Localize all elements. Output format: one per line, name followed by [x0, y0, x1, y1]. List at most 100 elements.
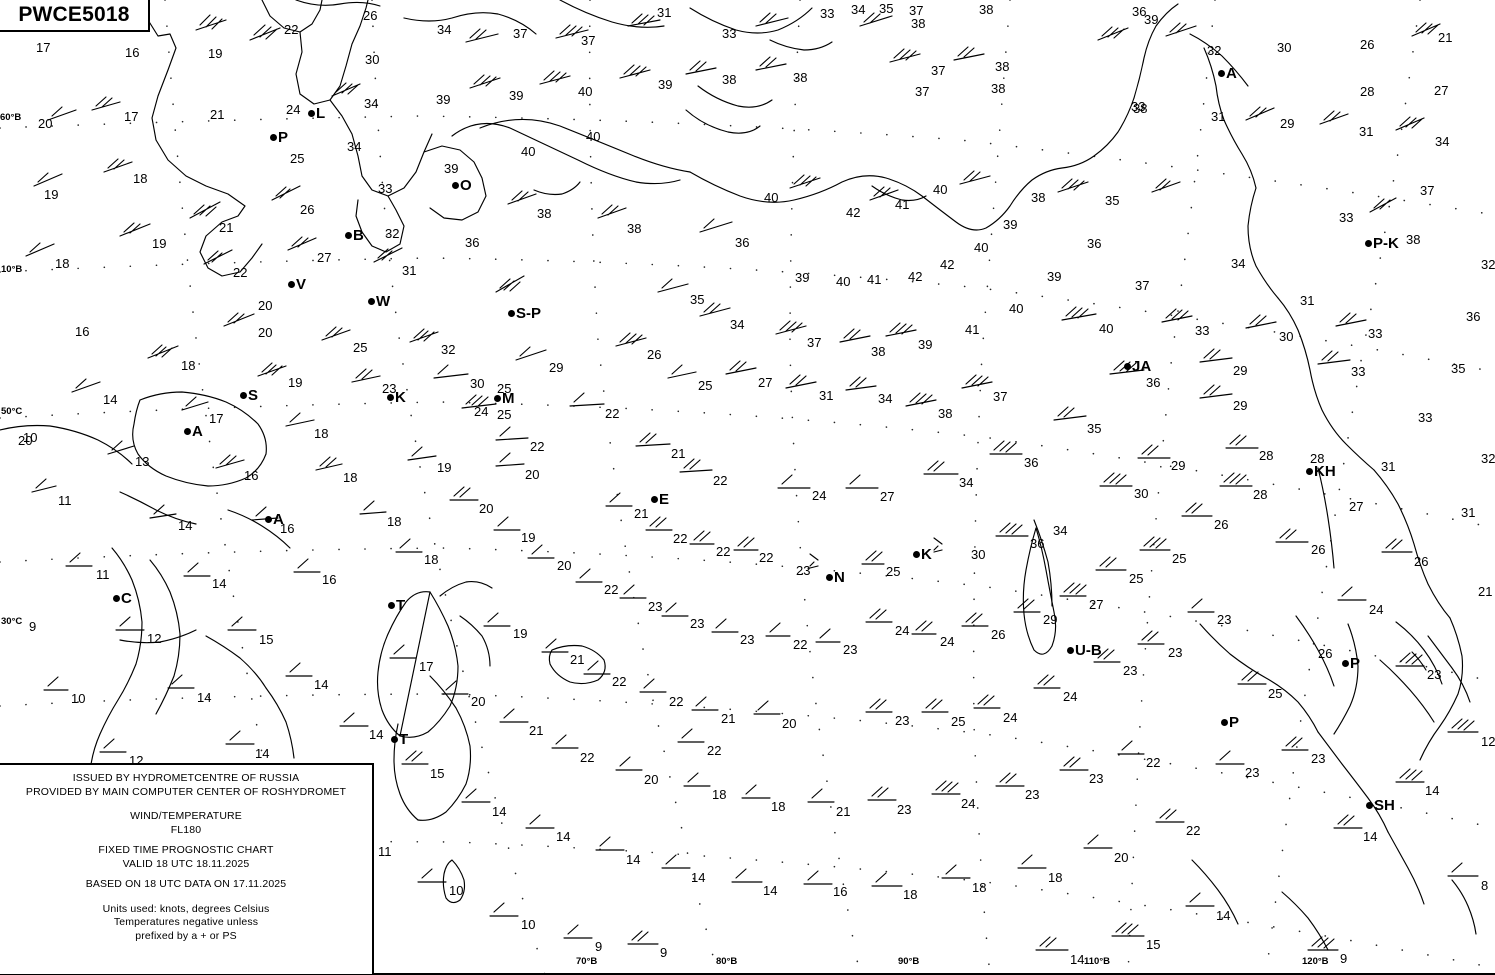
temperature-value: 26 [1360, 37, 1375, 52]
station-marker-c[interactable]: C [113, 591, 132, 606]
station-marker-o[interactable]: O [452, 178, 472, 193]
temperature-value: 11 [378, 844, 392, 859]
temperature-value: 38 [979, 2, 994, 17]
temperature-value: 31 [1359, 124, 1374, 139]
temperature-value: 34 [959, 475, 974, 490]
legend-flight-level: FL180 [170, 823, 202, 836]
station-marker-a[interactable]: A [265, 512, 284, 527]
station-marker-t[interactable]: T [388, 598, 405, 613]
temperature-value: 24 [940, 634, 955, 649]
station-marker-sh[interactable]: SH [1366, 798, 1395, 813]
temperature-value: 21 [671, 446, 686, 461]
temperature-value: 26 [300, 202, 315, 217]
temperature-value: 14 [1425, 783, 1440, 798]
temperature-value: 22 [605, 406, 620, 421]
station-label: T [396, 597, 406, 614]
station-marker-l[interactable]: L [308, 106, 325, 121]
temperature-value: 36 [735, 235, 750, 250]
station-marker-u-b[interactable]: U-B [1067, 643, 1102, 658]
temperature-value: 16 [125, 45, 140, 60]
station-marker-e[interactable]: E [651, 492, 669, 507]
temperature-value: 40 [836, 274, 851, 289]
temperature-value: 37 [513, 26, 528, 41]
station-marker-kh[interactable]: KH [1306, 464, 1336, 479]
temperature-value: 18 [133, 171, 148, 186]
temperature-value: 22 [530, 439, 545, 454]
temperature-value: 20 [1114, 850, 1129, 865]
temperature-value: 18 [903, 887, 918, 902]
temperature-value: 16 [322, 572, 337, 587]
temperature-value: 23 [382, 381, 397, 396]
temperature-value: 20 [644, 772, 659, 787]
temperature-value: 12 [1481, 734, 1495, 749]
temperature-value: 36 [1466, 309, 1481, 324]
temperature-value: 21 [210, 107, 225, 122]
station-marker-s[interactable]: S [240, 388, 258, 403]
temperature-value: 13 [135, 454, 150, 469]
temperature-value: 21 [529, 723, 544, 738]
station-marker-p[interactable]: P [270, 130, 288, 145]
station-marker-s-p[interactable]: S-P [508, 306, 541, 321]
legend-valid-time: VALID 18 UTC 18.11.2025 [122, 857, 250, 870]
temperature-value: 27 [758, 375, 773, 390]
temperature-value: 35 [879, 1, 894, 16]
temperature-value: 28 [1360, 84, 1375, 99]
station-label: U-B [1075, 642, 1102, 659]
temperature-value: 34 [878, 391, 893, 406]
station-marker-v[interactable]: V [288, 277, 306, 292]
temperature-value: 11 [96, 567, 110, 582]
station-marker-m[interactable]: M [494, 391, 515, 406]
temperature-value: 25 [497, 407, 512, 422]
temperature-value: 23 [1168, 645, 1183, 660]
station-marker-n[interactable]: N [826, 570, 845, 585]
temperature-value: 18 [712, 787, 727, 802]
station-label: P [278, 129, 289, 146]
station-label: A [1226, 65, 1237, 82]
longitude-axis-label: 70°B [576, 956, 598, 967]
station-marker-ja[interactable]: JA [1124, 359, 1151, 374]
temperature-value: 29 [1280, 116, 1295, 131]
station-marker-p[interactable]: P [1342, 656, 1360, 671]
station-dot-icon [391, 735, 398, 743]
temperature-value: 23 [1089, 771, 1104, 786]
temperature-value: 14 [1216, 908, 1231, 923]
station-marker-p-k[interactable]: P-K [1365, 236, 1399, 251]
station-label: P [1229, 714, 1240, 731]
temperature-value: 20 [258, 298, 273, 313]
temperature-value: 22 [759, 550, 774, 565]
temperature-value: 27 [317, 250, 332, 265]
temperature-value: 29 [1171, 458, 1186, 473]
temperature-value: 30 [1277, 40, 1292, 55]
temperature-value: 16 [280, 521, 295, 536]
temperature-value: 29 [549, 360, 564, 375]
temperature-value: 26 [1414, 554, 1429, 569]
station-dot-icon [1342, 659, 1349, 667]
station-marker-b[interactable]: B [345, 228, 364, 243]
station-marker-k[interactable]: K [913, 547, 932, 562]
station-label: K [395, 389, 406, 406]
station-label: E [659, 491, 670, 508]
station-dot-icon [1124, 362, 1131, 370]
temperature-value: 23 [796, 563, 811, 578]
temperature-value: 20 [525, 467, 540, 482]
station-marker-a[interactable]: A [1218, 66, 1237, 81]
station-label: S-P [516, 305, 542, 322]
temperature-value: 42 [846, 205, 861, 220]
temperature-value: 36 [1030, 536, 1045, 551]
temperature-value: 28 [1259, 448, 1274, 463]
temperature-value: 19 [44, 187, 59, 202]
temperature-value: 14 [255, 746, 270, 761]
station-marker-a[interactable]: A [184, 424, 203, 439]
temperature-value: 22 [707, 743, 722, 758]
temperature-value: 21 [1438, 30, 1453, 45]
station-marker-k[interactable]: K [387, 390, 406, 405]
temperature-value: 32 [1207, 43, 1222, 58]
temperature-value: 38 [1133, 101, 1148, 116]
station-marker-t[interactable]: T [391, 732, 408, 747]
temperature-value: 22 [284, 22, 299, 37]
temperature-value: 18 [314, 426, 329, 441]
temperature-value: 39 [658, 77, 673, 92]
station-marker-w[interactable]: W [368, 294, 390, 309]
station-marker-p[interactable]: P [1221, 715, 1239, 730]
temperature-value: 31 [1211, 109, 1226, 124]
